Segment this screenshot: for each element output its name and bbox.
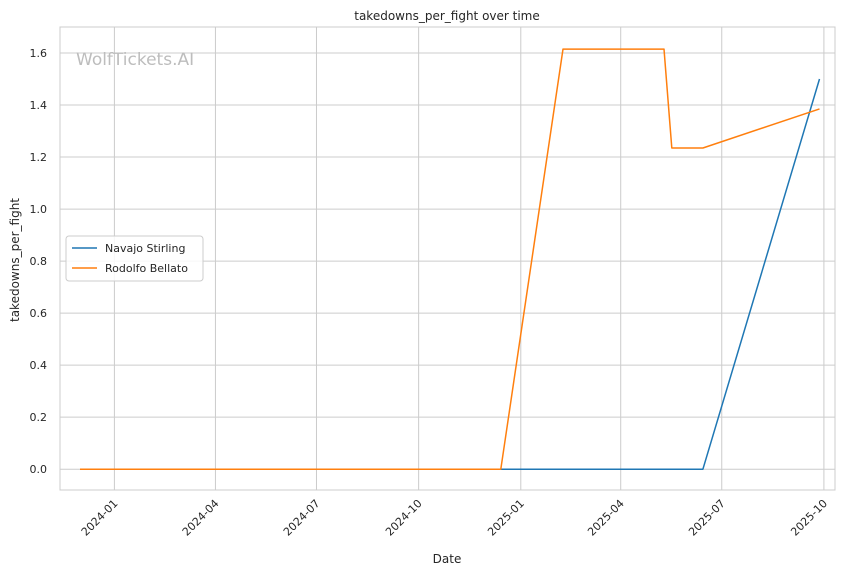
y-axis-label: takedowns_per_fight (8, 198, 22, 322)
y-tick-label: 0.2 (30, 411, 48, 424)
x-grid (113, 27, 825, 490)
x-tick-label: 2024-10 (383, 497, 425, 539)
y-tick-label: 1.4 (30, 99, 48, 112)
y-tick-label: 0.6 (30, 307, 48, 320)
series-line-rodolfo-bellato (80, 48, 820, 470)
y-tick-label: 1.2 (30, 151, 48, 164)
chart-title: takedowns_per_fight over time (354, 9, 540, 23)
x-tick-label: 2025-07 (686, 497, 728, 539)
x-tick-label: 2024-04 (180, 497, 222, 539)
legend-label-rodolfo-bellato: Rodolfo Bellato (105, 262, 188, 275)
y-ticks: 0.0 0.2 0.4 0.6 0.8 1.0 1.2 1.4 1.6 (30, 47, 48, 476)
series-layer (80, 48, 821, 470)
x-tick-label: 2025-01 (485, 497, 527, 539)
y-tick-label: 0.8 (30, 255, 48, 268)
watermark: WolfTickets.AI (76, 50, 194, 70)
x-tick-label: 2025-04 (585, 497, 627, 539)
legend-box (65, 235, 204, 282)
plot-frame (59, 26, 836, 491)
x-tick-label: 2024-07 (281, 497, 323, 539)
y-tick-label: 1.6 (30, 47, 48, 60)
legend: Navajo Stirling Rodolfo Bellato (65, 235, 204, 282)
y-tick-label: 0.0 (30, 463, 48, 476)
y-grid (60, 52, 835, 470)
y-tick-label: 0.4 (30, 359, 48, 372)
x-ticks: 2024-01 2024-04 2024-07 2024-10 2025-01 2025-… (79, 497, 830, 539)
x-tick-label: 2024-01 (79, 497, 121, 539)
y-tick-label: 1.0 (30, 203, 48, 216)
x-tick-label: 2025-10 (788, 497, 830, 539)
x-axis-label: Date (433, 552, 462, 566)
legend-label-navajo-stirling: Navajo Stirling (105, 242, 185, 255)
